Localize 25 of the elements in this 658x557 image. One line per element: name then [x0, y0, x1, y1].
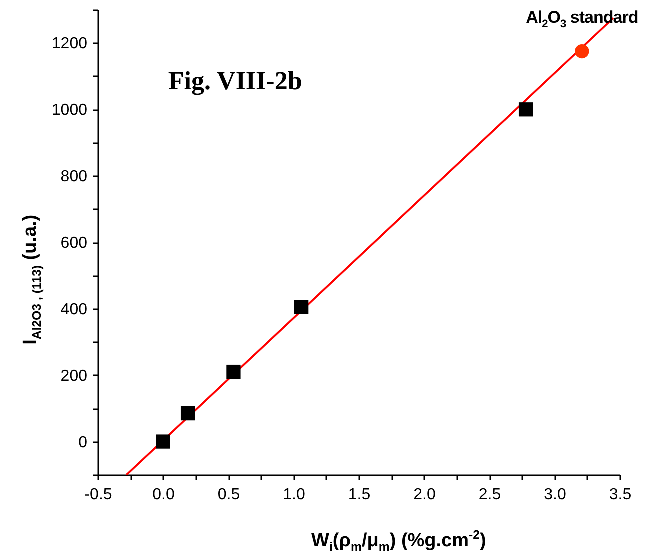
x-tick-label: 0.0	[152, 486, 175, 504]
series-label: Al$_{2}$O$_{3}$ standard	[526, 8, 638, 30]
y-tick-label: 1200	[52, 36, 88, 53]
y-tick-label: 0	[78, 434, 88, 452]
point	[518, 102, 534, 117]
y-tick-label: 800	[60, 168, 88, 186]
x-tick-label: 0.5	[218, 486, 240, 504]
x-tick-label: 2.0	[414, 486, 436, 504]
x-tick-label: -0.5	[84, 486, 112, 504]
y-tick-label: 600	[60, 235, 88, 252]
x-tick-label: 1.0	[283, 486, 306, 504]
point	[294, 300, 309, 314]
point	[156, 434, 170, 449]
point	[180, 406, 196, 421]
y-tick-label: 200	[60, 368, 88, 385]
point	[575, 44, 590, 59]
text: W$_{i}$(ρ$_{m}$/μ$_{m}$) (%g.cm$^{-2}$)	[312, 528, 486, 554]
x-tick-label: 3.0	[544, 486, 566, 504]
x-tick-label: 1.5	[348, 486, 371, 504]
point	[226, 364, 241, 380]
x-tick-label: 2.5	[478, 486, 502, 504]
y-tick-label: 1000	[52, 102, 88, 120]
x-tick-label: 3.5	[609, 486, 632, 504]
y-tick-label: 400	[60, 301, 88, 318]
text: Fig. VIII-2b	[168, 66, 302, 96]
